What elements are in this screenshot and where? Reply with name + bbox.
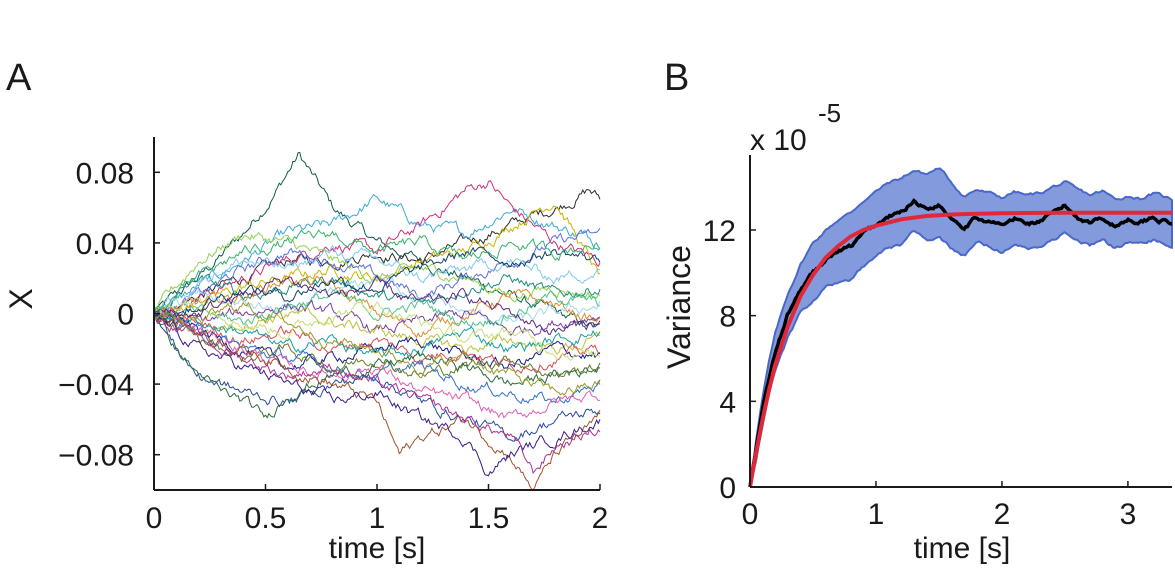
y-tick-label: 12 bbox=[703, 215, 736, 248]
trajectory-line bbox=[153, 180, 601, 324]
trajectory-line bbox=[153, 151, 601, 328]
y-tick-label: 8 bbox=[719, 301, 736, 334]
chart-b-lines bbox=[748, 198, 1173, 488]
trajectory-line bbox=[153, 275, 601, 335]
y-tick-label: 0 bbox=[117, 299, 134, 332]
y-tick-label: 0 bbox=[719, 472, 736, 505]
x-tick-label: 1 bbox=[369, 502, 386, 535]
trajectory-line bbox=[153, 313, 601, 371]
trajectory-line bbox=[153, 299, 601, 337]
trajectory-line bbox=[153, 275, 601, 339]
trajectory-line bbox=[153, 301, 601, 396]
trajectory-line bbox=[153, 229, 601, 314]
trajectory-line bbox=[153, 311, 601, 419]
x-tick-label: 2 bbox=[592, 502, 609, 535]
x-tick-label: 3 bbox=[1120, 498, 1137, 531]
trajectory-line bbox=[153, 313, 601, 477]
x-tick-label: 2 bbox=[994, 498, 1011, 531]
chart-a-trajectories bbox=[153, 151, 601, 491]
chart-b-confidence-band bbox=[749, 167, 1173, 488]
chart-a-ticks: 0 0.5 1 1.5 2 0.08 0.04 0 −0.04 −0.08 bbox=[58, 157, 608, 535]
confidence-band-area bbox=[749, 167, 1173, 488]
trajectory-line bbox=[153, 313, 601, 442]
trajectory-line bbox=[153, 313, 601, 491]
y-tick-label: −0.04 bbox=[58, 369, 134, 402]
x-tick-label: 0 bbox=[742, 498, 759, 531]
trajectory-line bbox=[153, 306, 601, 374]
x-tick-label: 1.5 bbox=[468, 502, 510, 535]
trajectory-line bbox=[153, 307, 601, 355]
trajectory-line bbox=[153, 313, 601, 474]
y-tick-label: 4 bbox=[719, 386, 736, 419]
trajectory-line bbox=[153, 289, 601, 328]
trajectory-line bbox=[153, 311, 601, 357]
panel-b-label: B bbox=[664, 57, 689, 99]
y-tick-label: 0.04 bbox=[76, 228, 134, 261]
chart-a-x-axis-label: time [s] bbox=[329, 532, 426, 565]
trajectory-line bbox=[153, 205, 601, 320]
y-tick-label: −0.08 bbox=[58, 440, 134, 473]
chart-b-exponent-power: -5 bbox=[818, 98, 841, 128]
x-tick-label: 1 bbox=[868, 498, 885, 531]
panel-a-label: A bbox=[6, 57, 32, 99]
trajectory-line bbox=[153, 193, 601, 314]
chart-b-exponent-base: x 10 bbox=[750, 124, 807, 157]
trajectory-line bbox=[153, 246, 601, 320]
trajectory-line bbox=[153, 231, 601, 315]
trajectory-line bbox=[153, 273, 601, 320]
chart-b-y-axis-label: Variance bbox=[661, 245, 697, 369]
chart-b-x-axis-label: time [s] bbox=[914, 532, 1011, 565]
chart-a-y-axis-label: X bbox=[3, 288, 39, 309]
x-tick-label: 0.5 bbox=[245, 502, 287, 535]
x-tick-label: 0 bbox=[146, 502, 163, 535]
theoretical-variance-line bbox=[748, 210, 1172, 488]
trajectory-line bbox=[153, 297, 601, 361]
y-tick-label: 0.08 bbox=[76, 157, 134, 190]
chart-a: 0 0.5 1 1.5 2 0.08 0.04 0 −0.04 −0.08 time [s] X bbox=[3, 137, 608, 565]
